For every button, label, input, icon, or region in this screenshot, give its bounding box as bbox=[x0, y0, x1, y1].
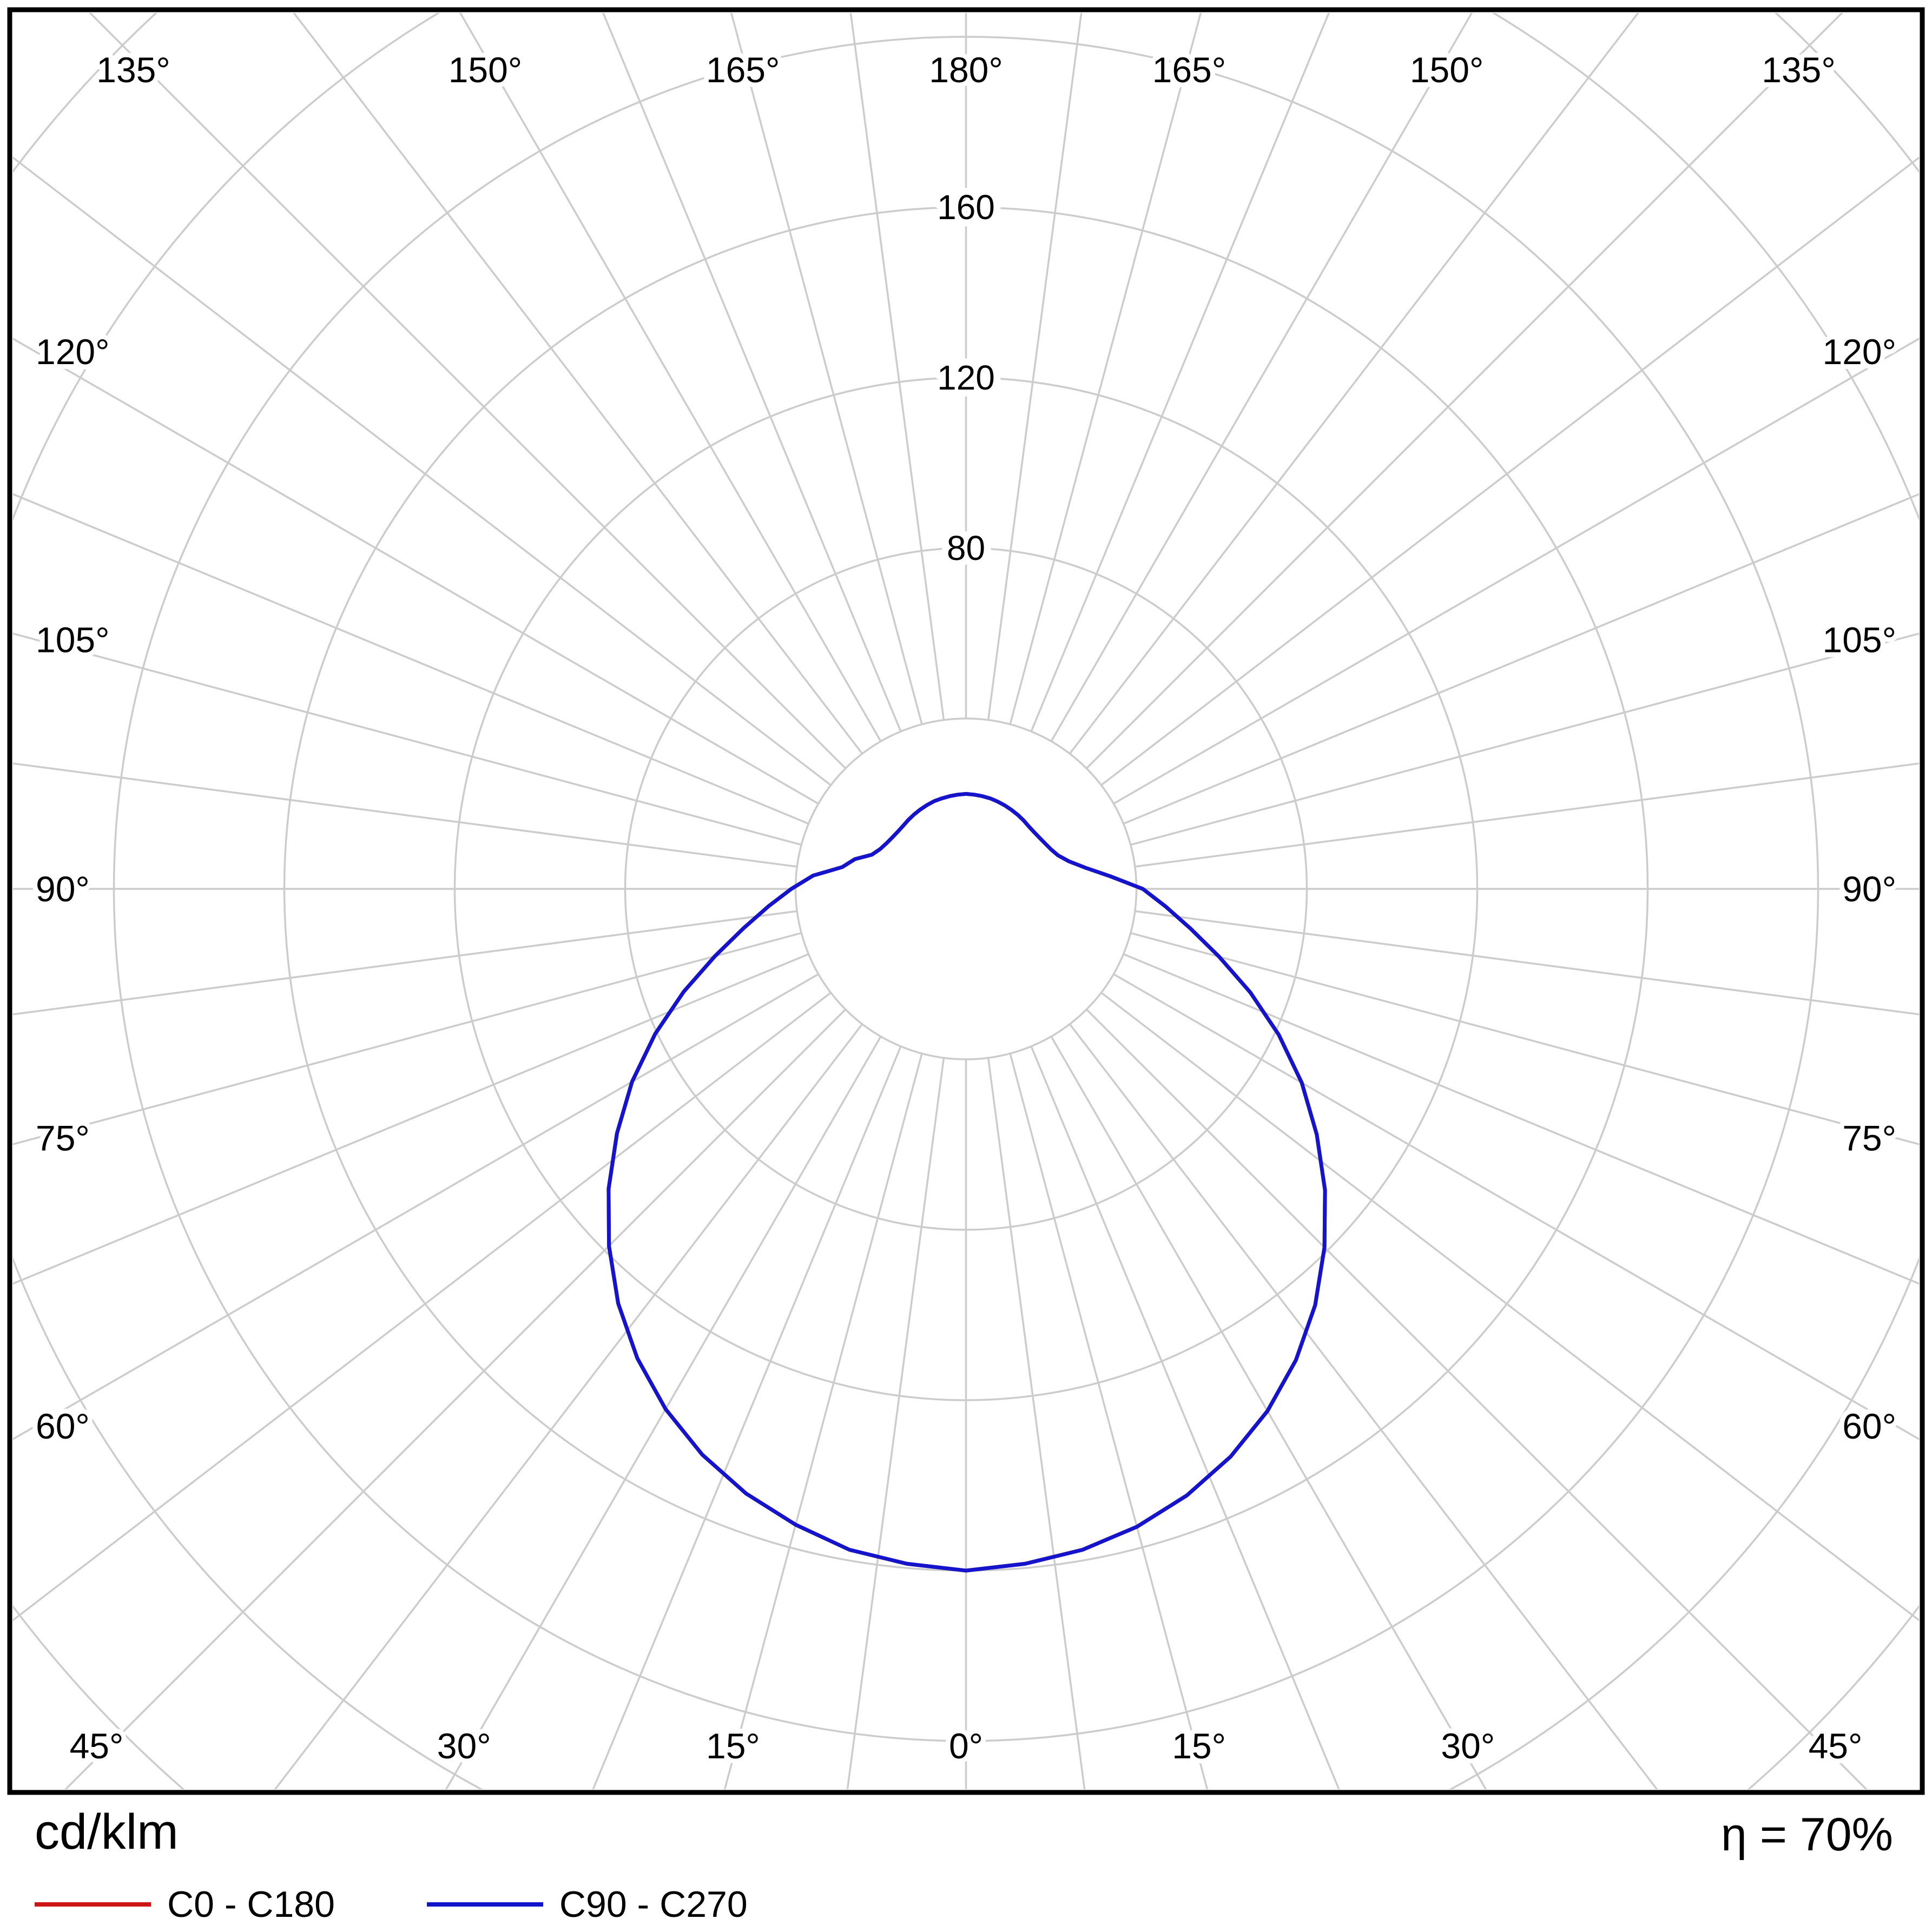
grid-spoke bbox=[13, 762, 797, 868]
grid-spoke bbox=[1050, 1036, 1487, 1789]
angle-label: 30° bbox=[1441, 1726, 1495, 1766]
units-label: cd/klm bbox=[35, 1804, 179, 1860]
angle-label: 120° bbox=[36, 332, 110, 372]
angle-label: 150° bbox=[449, 50, 523, 90]
chart-legend: C0 - C180 C90 - C270 bbox=[35, 1886, 748, 1923]
angle-label: 60° bbox=[36, 1406, 90, 1446]
grid-spoke bbox=[849, 13, 945, 720]
grid-spoke bbox=[13, 910, 797, 1016]
grid-spoke bbox=[1113, 973, 1919, 1441]
angle-label: 30° bbox=[437, 1726, 491, 1766]
angle-label: 45° bbox=[70, 1726, 124, 1766]
efficiency-label: η = 70% bbox=[1721, 1809, 1893, 1861]
grid-spoke bbox=[1030, 1046, 1340, 1789]
angle-label: 90° bbox=[1842, 869, 1896, 909]
angle-label: 15° bbox=[706, 1726, 760, 1766]
chart-frame bbox=[7, 7, 1925, 1795]
angle-label: 75° bbox=[1842, 1118, 1896, 1158]
angle-label: 135° bbox=[1762, 50, 1836, 90]
grid-spoke bbox=[292, 13, 863, 755]
angle-label: 0° bbox=[949, 1726, 983, 1766]
angle-label: 165° bbox=[1152, 50, 1227, 90]
grid-spoke bbox=[846, 1058, 945, 1789]
angle-label: 120° bbox=[1822, 332, 1896, 372]
grid-spoke bbox=[1113, 337, 1919, 805]
grid-spoke bbox=[64, 1008, 846, 1789]
angle-label: 105° bbox=[1822, 619, 1896, 660]
grid-spoke bbox=[730, 13, 923, 725]
grid-spoke bbox=[13, 493, 809, 825]
grid-spoke bbox=[1123, 953, 1919, 1285]
grid-spoke bbox=[1086, 13, 1843, 769]
legend-item-c0-c180: C0 - C180 bbox=[35, 1886, 335, 1923]
angle-label: 165° bbox=[706, 50, 780, 90]
grid-spoke bbox=[13, 156, 832, 786]
grid-spoke bbox=[987, 1058, 1086, 1789]
radial-tick-label: 120 bbox=[937, 358, 995, 397]
legend-line-c90-c270-icon bbox=[426, 1902, 543, 1907]
grid-spoke bbox=[1086, 1008, 1868, 1789]
grid-spoke bbox=[13, 632, 802, 846]
grid-spoke bbox=[1100, 992, 1919, 1621]
grid-spoke bbox=[1135, 910, 1919, 1016]
grid-spoke bbox=[1030, 13, 1330, 732]
grid-spoke bbox=[1009, 13, 1202, 725]
grid-spoke bbox=[13, 337, 819, 805]
legend-line-c0-c180-icon bbox=[35, 1902, 151, 1907]
grid-spoke bbox=[592, 1046, 902, 1789]
radial-tick-label: 160 bbox=[937, 188, 995, 227]
curve-c90-c270 bbox=[606, 792, 1327, 1573]
grid-spoke bbox=[13, 973, 819, 1441]
angle-label: 180° bbox=[929, 50, 1003, 90]
grid-spoke bbox=[459, 13, 882, 742]
grid-spoke bbox=[723, 1053, 923, 1789]
grid-circle bbox=[794, 717, 1138, 1060]
angle-label: 75° bbox=[36, 1118, 90, 1158]
grid-spoke bbox=[1130, 932, 1919, 1145]
grid-spoke bbox=[13, 953, 809, 1285]
grid-spoke bbox=[1069, 13, 1640, 755]
angle-label: 15° bbox=[1172, 1726, 1226, 1766]
grid-spoke bbox=[602, 13, 902, 732]
grid-spoke bbox=[1130, 632, 1919, 846]
grid-spoke bbox=[1135, 762, 1919, 868]
grid-spoke bbox=[1069, 1023, 1658, 1789]
angle-labels: 0° 15° 15° 30° 30° 45° 45° 60° 60° 75° 75° 90° 90° 10… bbox=[31, 45, 1901, 1771]
grid-spoke bbox=[13, 992, 832, 1621]
grid-spoke bbox=[1050, 13, 1473, 742]
angle-label: 90° bbox=[36, 869, 90, 909]
grid-spoke bbox=[445, 1036, 882, 1789]
legend-label-c0-c180: C0 - C180 bbox=[167, 1884, 335, 1925]
radial-tick-label: 80 bbox=[947, 529, 985, 568]
radial-tick-labels: 80 120 160 bbox=[930, 181, 1002, 575]
grid-spoke bbox=[1100, 156, 1919, 786]
grid-spoke bbox=[274, 1023, 863, 1789]
legend-item-c90-c270: C90 - C270 bbox=[426, 1884, 748, 1925]
angle-label: 60° bbox=[1842, 1406, 1896, 1446]
grid-spoke bbox=[1123, 493, 1919, 825]
grid-spoke bbox=[13, 932, 802, 1145]
angle-label: 135° bbox=[96, 50, 170, 90]
angle-label: 150° bbox=[1410, 50, 1484, 90]
grid-spoke bbox=[1009, 1053, 1209, 1789]
angle-label: 45° bbox=[1809, 1726, 1863, 1766]
grid-spoke bbox=[987, 13, 1083, 720]
legend-label-c90-c270: C90 - C270 bbox=[559, 1884, 748, 1925]
grid-spoke bbox=[89, 13, 846, 769]
angle-label: 105° bbox=[36, 619, 110, 660]
